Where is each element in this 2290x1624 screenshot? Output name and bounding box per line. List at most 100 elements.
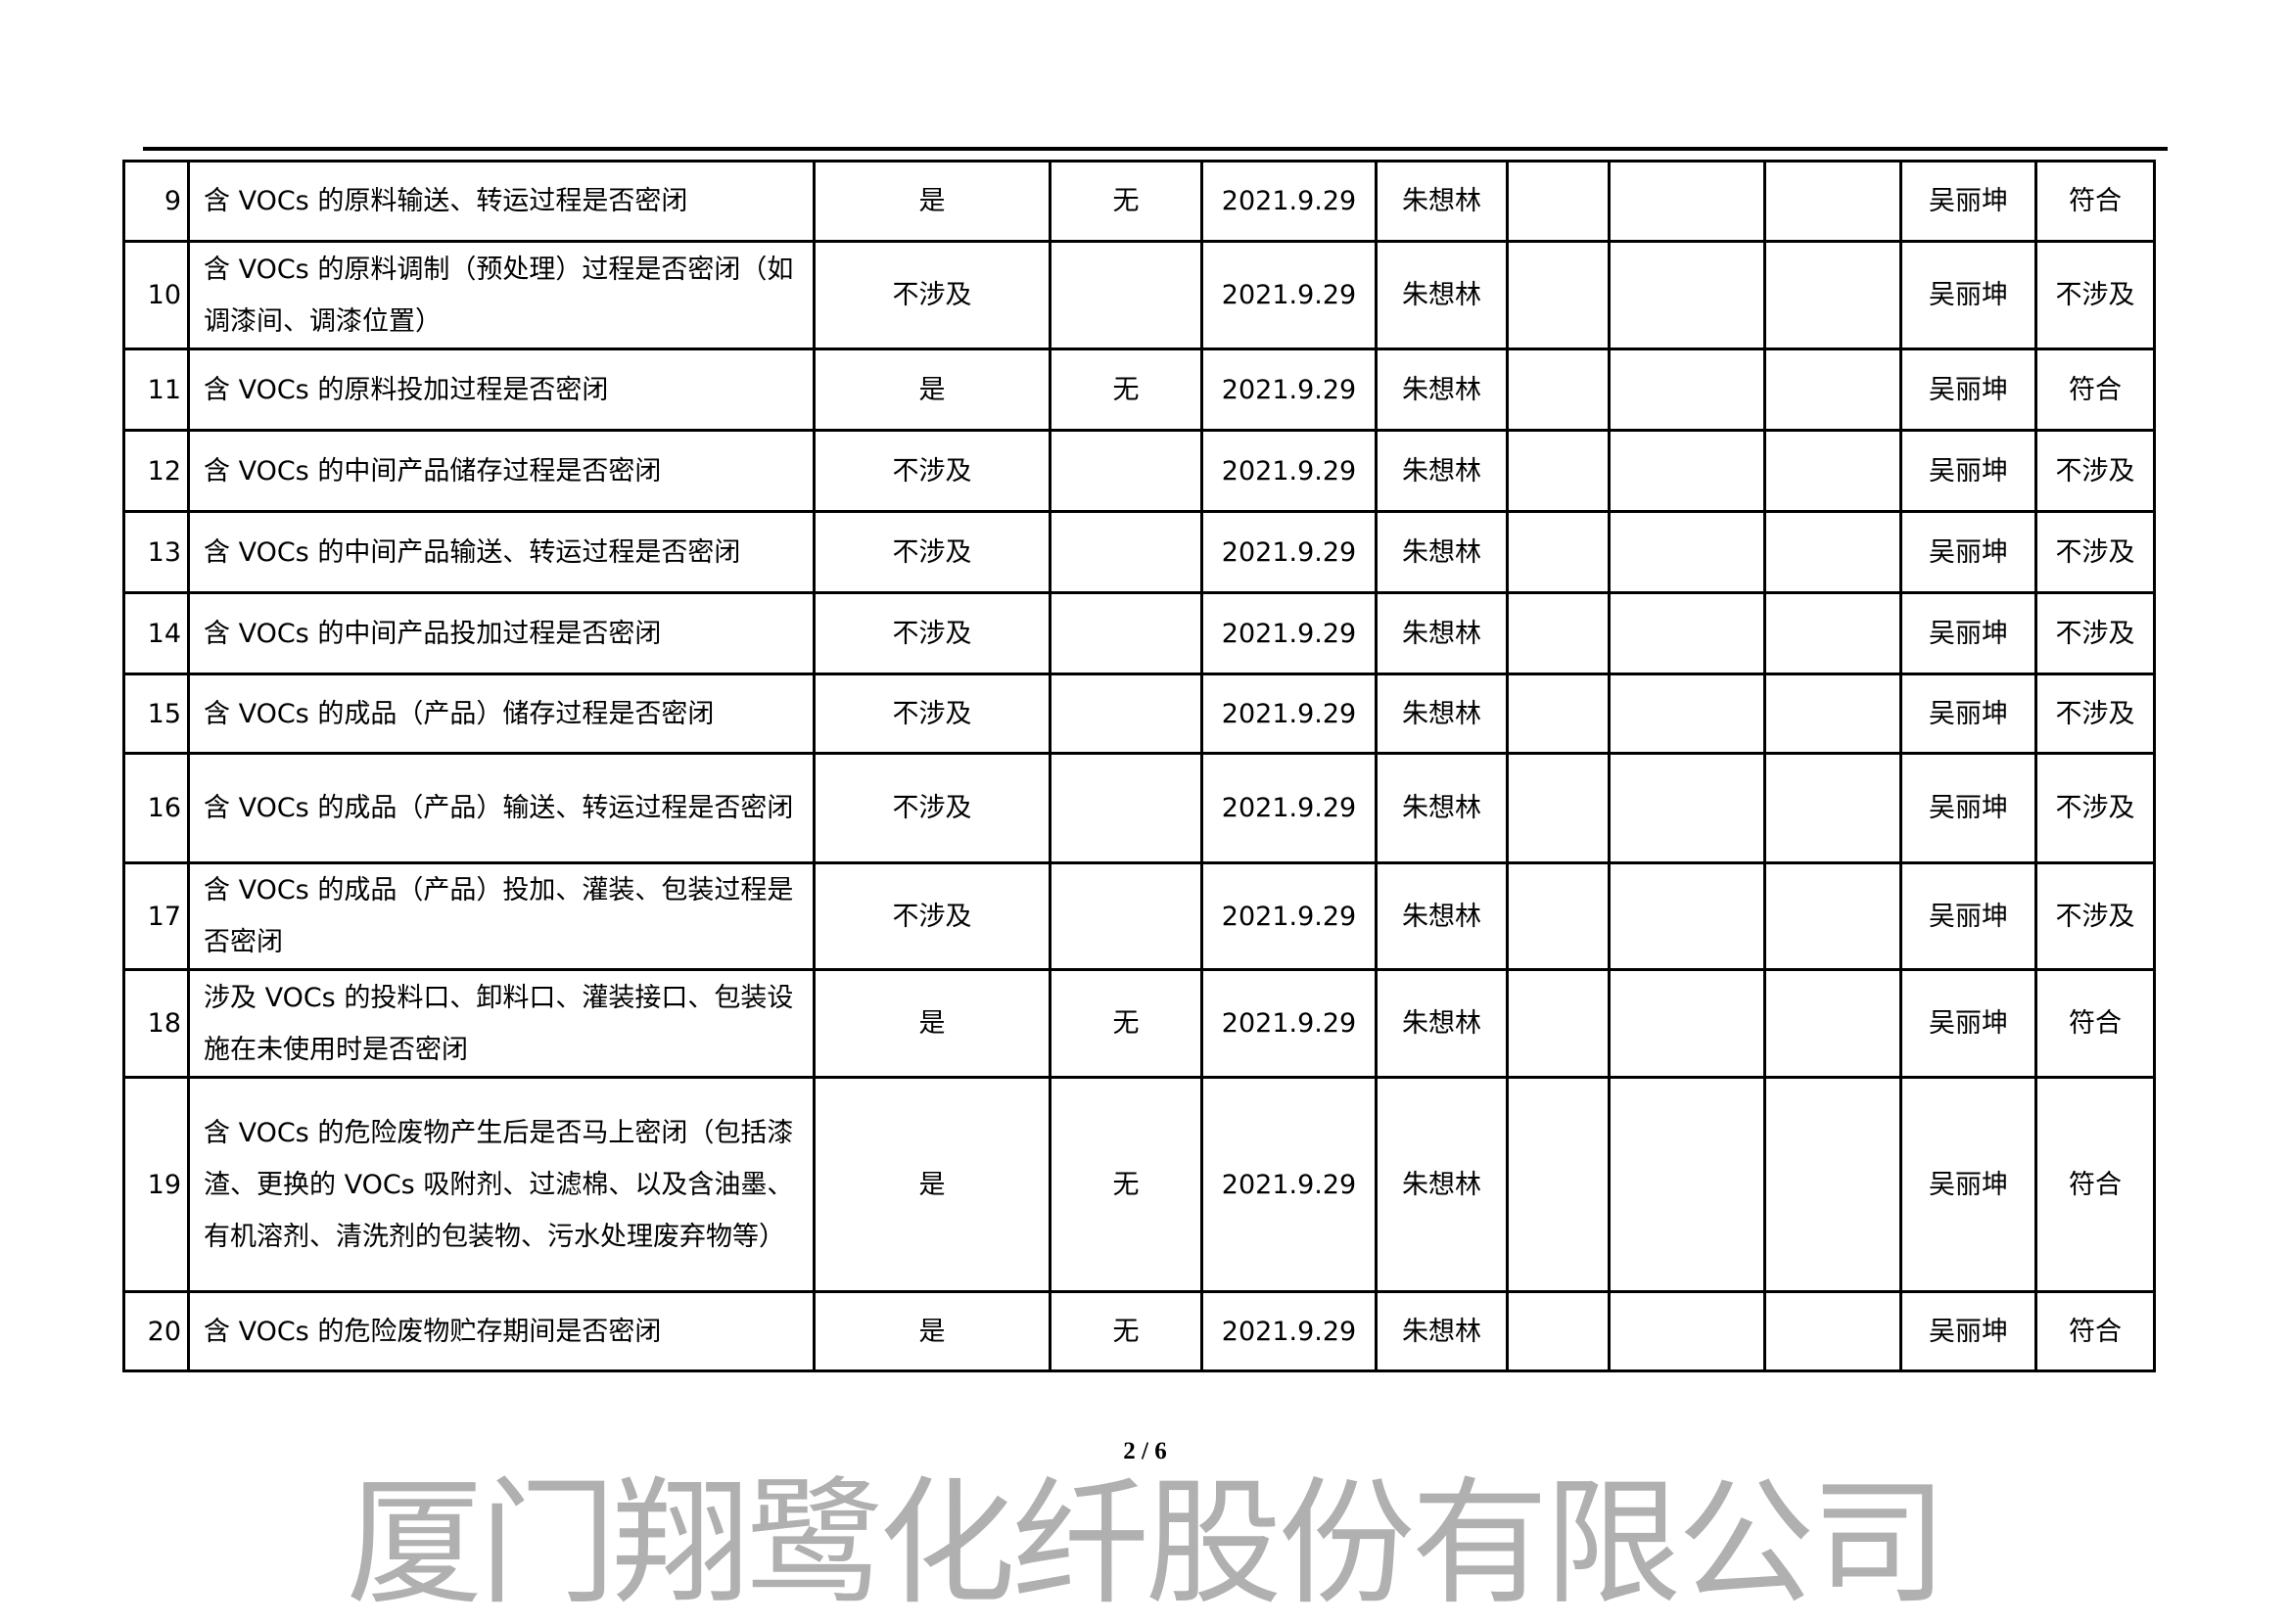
check-item: 含 VOCs 的原料调制（预处理）过程是否密闭（如调漆间、调漆位置）: [187, 240, 816, 350]
blank-cell: [1608, 510, 1766, 594]
table-row: 14 含 VOCs 的中间产品投加过程是否密闭 不涉及 2021.9.29 朱想林 吴丽坤…: [122, 591, 2156, 675]
blank-cell: [1608, 348, 1766, 432]
blank-cell: [1608, 861, 1766, 971]
inspector: 朱想林: [1375, 1290, 1509, 1372]
blank-cell: [1763, 510, 1902, 594]
check-date: 2021.9.29: [1200, 673, 1378, 755]
check-result: 不涉及: [813, 861, 1052, 971]
check-date: 2021.9.29: [1200, 240, 1378, 350]
check-item: 含 VOCs 的原料投加过程是否密闭: [187, 348, 816, 432]
issue-found: [1049, 752, 1203, 864]
row-number: 15: [122, 673, 190, 755]
blank-cell: [1763, 240, 1902, 350]
blank-cell: [1608, 1076, 1766, 1293]
conclusion: 符合: [2035, 1290, 2156, 1372]
table-row: 20 含 VOCs 的危险废物贮存期间是否密闭是无 2021.9.29 朱想林 吴丽坤符…: [122, 1290, 2156, 1372]
row-number: 13: [122, 510, 190, 594]
table-row: 15 含 VOCs 的成品（产品）储存过程是否密闭 不涉及 2021.9.29 朱想林吴…: [122, 673, 2156, 755]
conclusion: 不涉及: [2035, 510, 2156, 594]
conclusion: 不涉及: [2035, 861, 2156, 971]
reviewer: 吴丽坤: [1899, 240, 2037, 350]
issue-found: 无: [1049, 348, 1203, 432]
check-date: 2021.9.29: [1200, 1290, 1378, 1372]
issue-found: [1049, 240, 1203, 350]
issue-found: 无: [1049, 1290, 1203, 1372]
row-number: 10: [122, 240, 190, 350]
table-row: 18 涉及 VOCs 的投料口、卸料口、灌装接口、包装设施在未使用时是否密闭是无 2…: [122, 968, 2156, 1079]
check-result: 是: [813, 968, 1052, 1079]
issue-found: [1049, 591, 1203, 675]
blank-cell: [1506, 968, 1611, 1079]
issue-found: [1049, 673, 1203, 755]
blank-cell: [1608, 429, 1766, 513]
blank-cell: [1506, 160, 1611, 243]
conclusion: 不涉及: [2035, 429, 2156, 513]
page-number: 2 / 6: [1123, 1438, 1167, 1464]
check-item: 涉及 VOCs 的投料口、卸料口、灌装接口、包装设施在未使用时是否密闭: [187, 968, 816, 1079]
row-number: 9: [122, 160, 190, 243]
check-item: 含 VOCs 的成品（产品）储存过程是否密闭: [187, 673, 816, 755]
blank-cell: [1763, 591, 1902, 675]
row-number: 11: [122, 348, 190, 432]
check-item: 含 VOCs 的成品（产品）投加、灌装、包装过程是否密闭: [187, 861, 816, 971]
check-result: 不涉及: [813, 752, 1052, 864]
reviewer: 吴丽坤: [1899, 510, 2037, 594]
blank-cell: [1763, 429, 1902, 513]
check-date: 2021.9.29: [1200, 160, 1378, 243]
blank-cell: [1763, 1076, 1902, 1293]
conclusion: 不涉及: [2035, 752, 2156, 864]
blank-cell: [1506, 673, 1611, 755]
check-date: 2021.9.29: [1200, 752, 1378, 864]
blank-cell: [1763, 673, 1902, 755]
reviewer: 吴丽坤: [1899, 429, 2037, 513]
check-result: 是: [813, 348, 1052, 432]
reviewer: 吴丽坤: [1899, 752, 2037, 864]
inspector: 朱想林: [1375, 673, 1509, 755]
inspector: 朱想林: [1375, 591, 1509, 675]
issue-found: 无: [1049, 968, 1203, 1079]
reviewer: 吴丽坤: [1899, 861, 2037, 971]
check-date: 2021.9.29: [1200, 1076, 1378, 1293]
blank-cell: [1506, 348, 1611, 432]
blank-cell: [1763, 160, 1902, 243]
blank-cell: [1608, 968, 1766, 1079]
conclusion: 不涉及: [2035, 240, 2156, 350]
blank-cell: [1608, 240, 1766, 350]
row-number: 16: [122, 752, 190, 864]
check-date: 2021.9.29: [1200, 591, 1378, 675]
check-item: 含 VOCs 的危险废物贮存期间是否密闭: [187, 1290, 816, 1372]
blank-cell: [1506, 1290, 1611, 1372]
conclusion: 符合: [2035, 348, 2156, 432]
inspector: 朱想林: [1375, 160, 1509, 243]
reviewer: 吴丽坤: [1899, 1290, 2037, 1372]
issue-found: [1049, 429, 1203, 513]
check-date: 2021.9.29: [1200, 861, 1378, 971]
reviewer: 吴丽坤: [1899, 673, 2037, 755]
blank-cell: [1506, 510, 1611, 594]
row-number: 18: [122, 968, 190, 1079]
row-number: 19: [122, 1076, 190, 1293]
blank-cell: [1608, 752, 1766, 864]
blank-cell: [1763, 348, 1902, 432]
check-item: 含 VOCs 的中间产品储存过程是否密闭: [187, 429, 816, 513]
issue-found: 无: [1049, 160, 1203, 243]
row-number: 14: [122, 591, 190, 675]
blank-cell: [1506, 591, 1611, 675]
check-date: 2021.9.29: [1200, 348, 1378, 432]
check-item: 含 VOCs 的中间产品投加过程是否密闭: [187, 591, 816, 675]
reviewer: 吴丽坤: [1899, 160, 2037, 243]
blank-cell: [1763, 861, 1902, 971]
reviewer: 吴丽坤: [1899, 1076, 2037, 1293]
reviewer: 吴丽坤: [1899, 348, 2037, 432]
issue-found: [1049, 510, 1203, 594]
blank-cell: [1506, 240, 1611, 350]
table-row: 17 含 VOCs 的成品（产品）投加、灌装、包装过程是否密闭 不涉及 2021.9.…: [122, 861, 2156, 971]
row-number: 12: [122, 429, 190, 513]
conclusion: 符合: [2035, 160, 2156, 243]
blank-cell: [1506, 861, 1611, 971]
blank-cell: [1763, 968, 1902, 1079]
blank-cell: [1763, 1290, 1902, 1372]
check-result: 是: [813, 1076, 1052, 1293]
